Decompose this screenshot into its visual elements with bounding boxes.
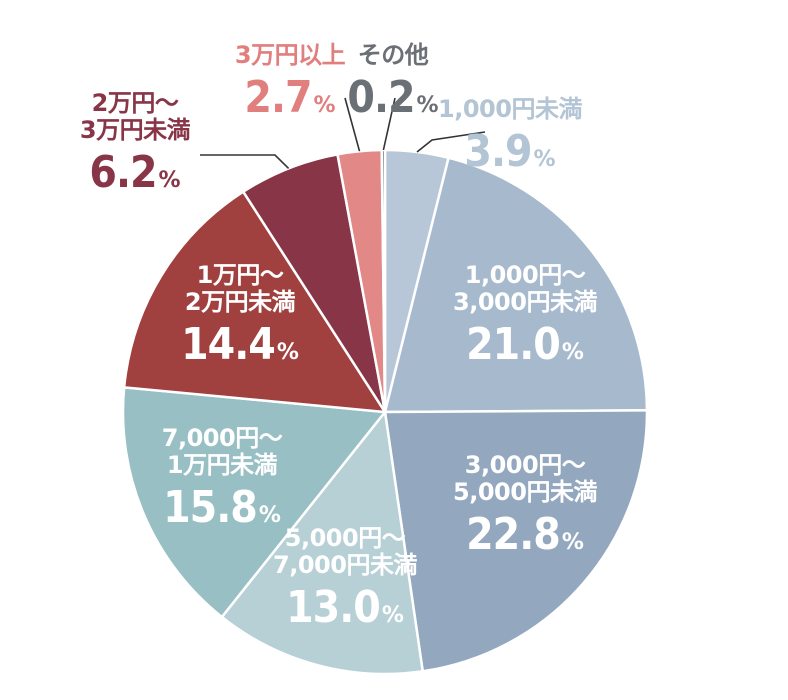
pie-slice-4 <box>121 386 387 619</box>
slice-value-unit: % <box>533 146 556 172</box>
slice-value-unit: % <box>561 529 584 555</box>
pie-slice-1 <box>383 156 649 414</box>
slice-name-line: 3万円以上 <box>234 41 346 69</box>
slice-name-line: 3,000円～ <box>464 451 586 479</box>
slice-label-8: その他 0.2% <box>333 42 453 122</box>
slice-value-number: 22.8 <box>466 508 561 560</box>
slice-value-number: 21.0 <box>466 318 561 370</box>
slice-value-number: 0.2 <box>347 71 415 123</box>
slice-name-line: その他 <box>357 41 429 69</box>
slice-value: 0.2% <box>333 73 453 122</box>
slice-value: 22.8% <box>405 510 645 559</box>
pie-slice-5 <box>122 190 387 414</box>
slice-label-4: 7,000円～ 1万円未満 15.8% <box>102 425 342 532</box>
slice-value-number: 15.8 <box>163 481 258 533</box>
slice-value: 14.4% <box>140 320 340 369</box>
slice-name-line: 7,000円未満 <box>273 550 417 579</box>
slice-label-1: 1,000円～ 3,000円未満 21.0% <box>405 262 645 369</box>
slice-value-unit: % <box>416 92 439 118</box>
slice-name-line: 1,000円未満 <box>438 95 582 123</box>
slice-value-number: 6.2 <box>89 146 157 198</box>
slice-value: 21.0% <box>405 320 645 369</box>
slice-name-line: 3万円未満 <box>79 115 191 144</box>
slice-label-7: 3万円以上 2.7% <box>205 42 375 122</box>
slice-value: 2.7% <box>205 73 375 122</box>
slice-value-number: 3.9 <box>464 125 532 177</box>
pie-slice-3 <box>220 410 424 676</box>
leader-lines <box>200 97 486 169</box>
slice-name-line: 3,000円未満 <box>453 287 597 316</box>
pie-slice-8 <box>380 148 387 414</box>
slice-value-number: 14.4 <box>181 318 276 370</box>
slice-label-0: 1,000円未満 3.9% <box>395 96 625 176</box>
slice-value: 3.9% <box>395 127 625 176</box>
leader-line-0 <box>416 131 486 153</box>
slice-name-line: 5,000円～ <box>284 524 406 552</box>
slice-value-unit: % <box>561 339 584 365</box>
pie-slices <box>121 148 649 676</box>
leader-line-6 <box>200 154 290 169</box>
slice-label-6: 2万円～ 3万円未満 6.2% <box>30 90 240 197</box>
slice-value-unit: % <box>158 167 181 193</box>
slice-value-unit: % <box>276 339 299 365</box>
slice-name-line: 2万円～ <box>91 89 179 117</box>
slice-name-line: 7,000円～ <box>161 424 283 452</box>
slice-value-unit: % <box>258 502 281 528</box>
slice-value-number: 2.7 <box>244 71 312 123</box>
slice-value: 13.0% <box>225 583 465 632</box>
slice-label-2: 3,000円～ 5,000円未満 22.8% <box>405 452 645 559</box>
slice-name-line: 5,000円未満 <box>453 477 597 506</box>
leader-line-7 <box>344 97 361 152</box>
slice-label-5: 1万円～ 2万円未満 14.4% <box>140 262 340 369</box>
slice-name-line: 2万円未満 <box>184 287 296 316</box>
pie-slice-2 <box>383 409 649 673</box>
slice-name-line: 1万円未満 <box>166 450 278 479</box>
slice-value: 15.8% <box>102 483 342 532</box>
slice-name-line: 1万円～ <box>196 261 284 289</box>
slice-label-3: 5,000円～ 7,000円未満 13.0% <box>225 525 465 632</box>
slice-value-number: 13.0 <box>286 581 381 633</box>
slice-name-line: 1,000円～ <box>464 261 586 289</box>
slice-value: 6.2% <box>30 148 240 197</box>
leader-line-8 <box>382 97 396 151</box>
slice-value-unit: % <box>381 602 404 628</box>
slice-value-unit: % <box>313 92 336 118</box>
